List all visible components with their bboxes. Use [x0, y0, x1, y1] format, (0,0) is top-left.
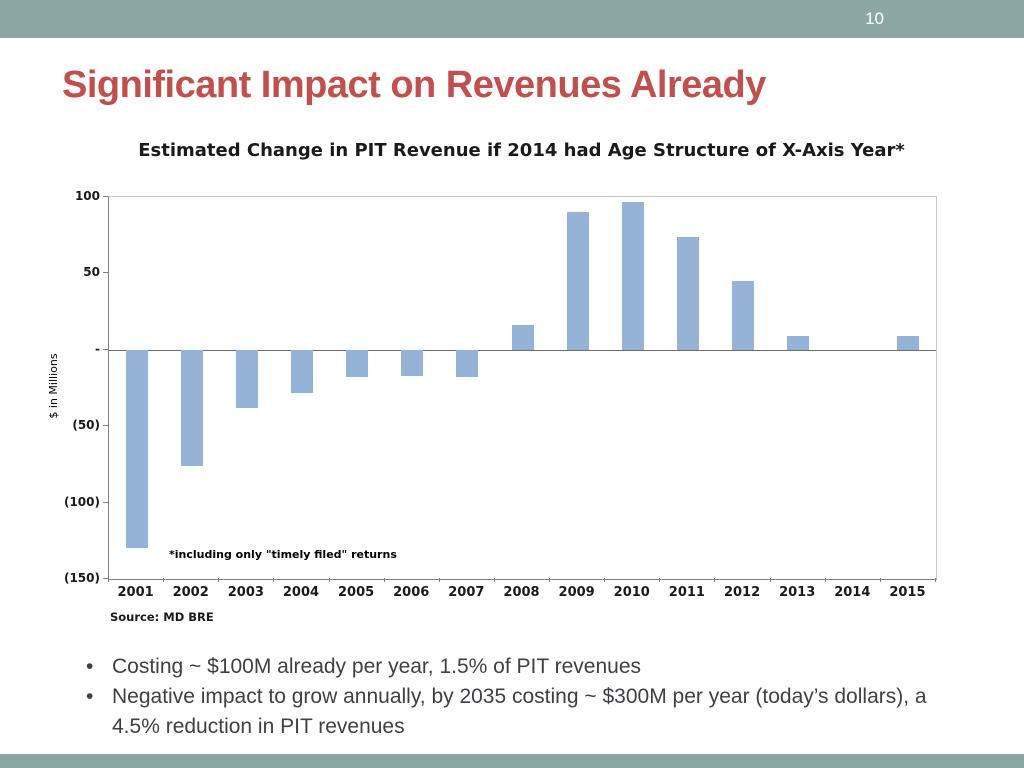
- x-tick-label: 2010: [613, 585, 650, 600]
- x-tick-label: 2003: [227, 585, 264, 600]
- plot-area: *including only "timely filed" returns: [108, 196, 937, 580]
- y-tick-label: -: [95, 341, 100, 356]
- slide-number: 10: [865, 9, 884, 28]
- x-tick-mark: [438, 578, 440, 582]
- x-tick-mark: [824, 578, 826, 582]
- x-tick-mark: [383, 578, 385, 582]
- zero-axis-line: [109, 349, 936, 351]
- y-tick-label: (150): [63, 571, 100, 585]
- bar-2012: [732, 281, 755, 350]
- bar-2005: [346, 349, 369, 378]
- chart-annotation: *including only "timely filed" returns: [169, 548, 397, 561]
- x-tick-label: 2002: [172, 585, 209, 600]
- x-tick-label: 2004: [282, 585, 320, 600]
- y-axis-ticks: 100 50 - (50) (100) (150): [30, 189, 104, 585]
- x-tick-mark: [273, 578, 275, 582]
- y-tick-mark: [103, 196, 108, 197]
- x-tick-label: 2006: [393, 585, 430, 600]
- x-axis-ticks: 2001 2002 2003 2004 2005 2006 2007 2008 2009 2010…: [108, 582, 935, 602]
- x-tick-mark: [935, 578, 936, 582]
- x-tick-label: 2008: [503, 585, 540, 600]
- bar-2009: [566, 212, 589, 350]
- x-tick-label: 2009: [558, 585, 595, 600]
- x-tick-label: 2013: [779, 585, 816, 600]
- y-tick-label: 100: [74, 189, 100, 203]
- bar-2007: [456, 349, 479, 378]
- y-tick-label: (50): [72, 418, 100, 433]
- x-tick-mark: [604, 578, 606, 582]
- y-tick-label: (100): [63, 494, 100, 509]
- bar-2011: [676, 236, 699, 350]
- x-tick-label: 2012: [723, 585, 761, 600]
- bullet-item: Negative impact to grow annually, by 203…: [84, 682, 964, 742]
- bar-2008: [511, 325, 534, 350]
- x-tick-label: 2007: [448, 585, 485, 600]
- bar-2002: [180, 349, 203, 466]
- x-tick-mark: [549, 578, 551, 582]
- x-tick-mark: [328, 578, 330, 582]
- x-tick-label: 2014: [834, 585, 871, 600]
- bar-2010: [621, 201, 644, 350]
- x-tick-mark: [108, 578, 109, 582]
- x-tick-mark: [218, 578, 220, 582]
- bar-2013: [787, 336, 810, 350]
- source-note: Source: MD BRE: [110, 610, 214, 624]
- header-bar: 10: [0, 0, 1024, 38]
- y-tick-mark: [103, 272, 108, 274]
- x-tick-mark: [714, 578, 716, 582]
- y-tick-mark: [103, 348, 108, 350]
- bar-2001: [125, 349, 148, 549]
- x-tick-mark: [879, 578, 881, 582]
- footer-bar: [0, 754, 1024, 768]
- bullet-item: Costing ~ $100M already per year, 1.5% o…: [84, 652, 964, 682]
- bullet-list: Costing ~ $100M already per year, 1.5% o…: [84, 652, 964, 742]
- bar-2006: [401, 349, 424, 376]
- bar-2004: [290, 349, 313, 393]
- y-tick-mark: [103, 578, 108, 579]
- y-tick-label: 50: [83, 265, 100, 280]
- bar-2003: [235, 349, 258, 408]
- bar-2015: [897, 336, 920, 350]
- x-tick-mark: [659, 578, 661, 582]
- page-title: Significant Impact on Revenues Already: [62, 64, 766, 106]
- chart-title: Estimated Change in PIT Revenue if 2014 …: [138, 140, 905, 161]
- y-tick-mark: [103, 425, 108, 427]
- x-tick-label: 2015: [889, 585, 926, 600]
- x-tick-mark: [493, 578, 495, 582]
- x-tick-mark: [769, 578, 771, 582]
- x-tick-label: 2011: [668, 585, 705, 600]
- x-tick-label: 2001: [117, 585, 154, 600]
- chart: Estimated Change in PIT Revenue if 2014 …: [30, 134, 990, 636]
- x-tick-label: 2005: [338, 585, 375, 600]
- y-tick-mark: [103, 501, 108, 503]
- x-tick-mark: [163, 578, 165, 582]
